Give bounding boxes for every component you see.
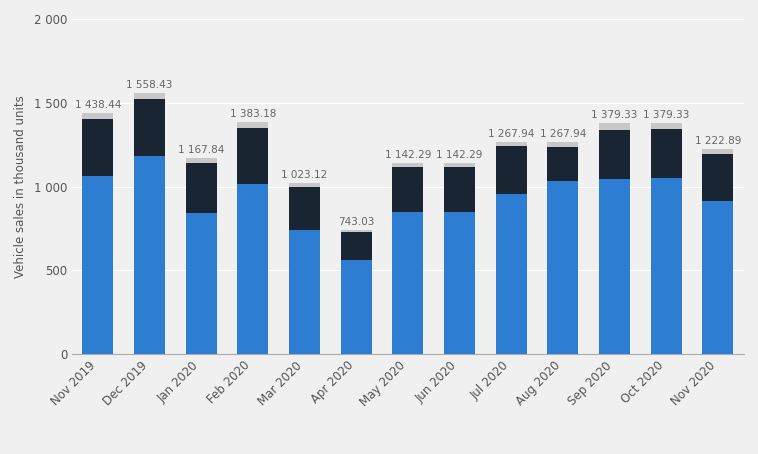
Legend: Light trucks, Autos, Heavy trucks: Light trucks, Autos, Heavy trucks [245,452,571,454]
Bar [547,142,578,147]
Bar [599,129,630,179]
Bar [134,93,165,99]
Bar [650,128,681,178]
Bar [650,178,681,354]
Text: 743.03: 743.03 [338,217,374,227]
Bar [547,147,578,181]
Bar [83,113,114,118]
Bar [186,163,217,213]
Bar [289,230,320,354]
Text: 1 438.44: 1 438.44 [75,100,121,110]
Bar [134,156,165,354]
Text: 1 383.18: 1 383.18 [230,109,276,119]
Bar [340,232,371,260]
Text: 1 558.43: 1 558.43 [127,80,173,90]
Bar [444,163,475,167]
Bar [134,99,165,156]
Text: 1 267.94: 1 267.94 [488,128,534,138]
Text: 1 222.89: 1 222.89 [694,136,741,146]
Bar [237,128,268,184]
Bar [547,181,578,354]
Bar [702,154,733,201]
Bar [496,146,527,194]
Y-axis label: Vehicle sales in thousand units: Vehicle sales in thousand units [14,95,27,278]
Bar [702,149,733,154]
Bar [393,212,423,354]
Bar [496,142,527,146]
Bar [702,201,733,354]
Text: 1 142.29: 1 142.29 [384,150,431,160]
Bar [496,194,527,354]
Text: 1 023.12: 1 023.12 [281,170,327,180]
Bar [237,184,268,354]
Text: 1 167.84: 1 167.84 [178,145,224,155]
Text: 1 379.33: 1 379.33 [591,110,637,120]
Bar [186,158,217,163]
Bar [599,123,630,129]
Bar [444,167,475,212]
Bar [393,163,423,167]
Bar [289,183,320,187]
Bar [599,179,630,354]
Bar [237,122,268,128]
Text: 1 267.94: 1 267.94 [540,128,586,138]
Bar [186,213,217,354]
Bar [444,212,475,354]
Text: 1 142.29: 1 142.29 [437,150,483,160]
Bar [393,167,423,212]
Bar [83,118,114,176]
Bar [340,230,371,232]
Bar [650,123,681,128]
Bar [289,187,320,230]
Bar [340,260,371,354]
Text: 1 379.33: 1 379.33 [643,110,689,120]
Bar [83,176,114,354]
